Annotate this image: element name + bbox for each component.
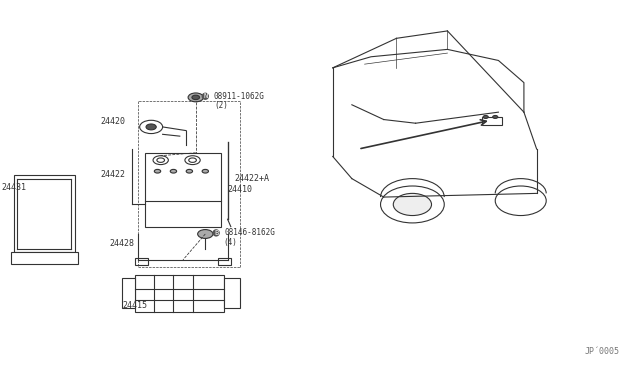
Text: JP´0005: JP´0005 <box>584 347 620 356</box>
Bar <box>135 275 225 311</box>
Circle shape <box>202 169 209 173</box>
Text: N: N <box>203 93 207 99</box>
Text: (2): (2) <box>214 101 228 110</box>
Text: 08146-8162G: 08146-8162G <box>225 228 275 237</box>
Bar <box>11 253 78 263</box>
Text: 24415: 24415 <box>122 301 147 311</box>
Bar <box>483 117 502 125</box>
Bar <box>14 175 75 253</box>
Text: 24420: 24420 <box>100 117 125 126</box>
Circle shape <box>483 115 488 118</box>
Bar <box>135 258 148 265</box>
Circle shape <box>188 93 204 102</box>
Bar <box>145 153 221 227</box>
Bar <box>225 278 241 308</box>
Text: 08911-1062G: 08911-1062G <box>214 92 264 101</box>
Bar <box>122 278 135 308</box>
Circle shape <box>495 186 546 215</box>
Circle shape <box>186 169 193 173</box>
Circle shape <box>185 156 200 164</box>
Circle shape <box>157 158 164 162</box>
Text: 24431: 24431 <box>1 183 26 192</box>
Circle shape <box>153 156 168 164</box>
Bar <box>218 258 231 265</box>
Circle shape <box>192 95 200 100</box>
Text: 24428: 24428 <box>109 239 134 248</box>
Circle shape <box>381 186 444 223</box>
Circle shape <box>154 169 161 173</box>
Text: 24422+A: 24422+A <box>234 174 269 183</box>
Circle shape <box>189 158 196 162</box>
Circle shape <box>198 230 213 238</box>
Circle shape <box>146 124 156 130</box>
Circle shape <box>170 169 177 173</box>
Text: B: B <box>214 230 218 236</box>
Circle shape <box>394 193 431 215</box>
Circle shape <box>493 115 498 118</box>
Text: 24410: 24410 <box>228 185 253 194</box>
Circle shape <box>140 120 163 134</box>
Text: (4): (4) <box>224 238 237 247</box>
Text: 24422: 24422 <box>100 170 125 179</box>
